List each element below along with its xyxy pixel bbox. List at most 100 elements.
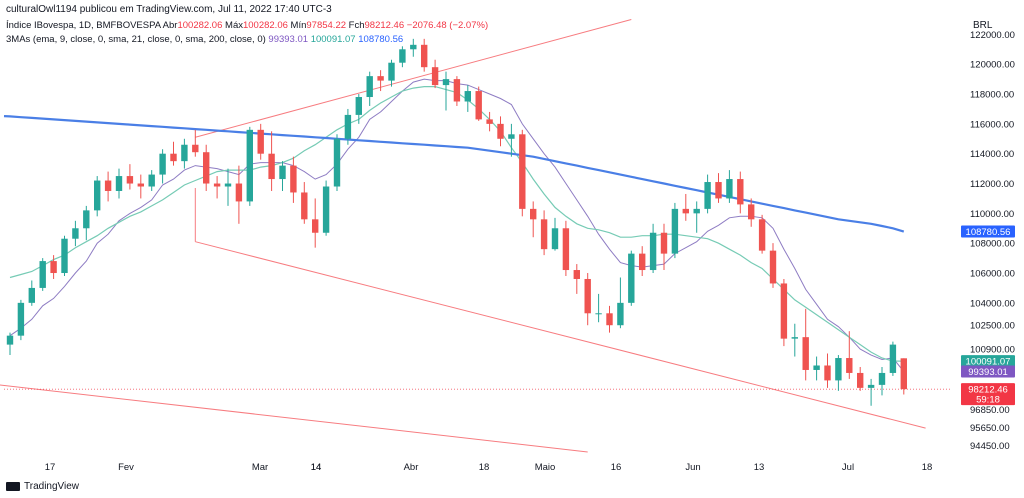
candle-body <box>28 287 35 303</box>
candle-body <box>170 153 177 162</box>
candle-body <box>17 302 25 336</box>
chart-legend: Índice IBovespa, 1D, BMFBOVESPA Abr10028… <box>6 20 488 45</box>
low-label: Mín <box>290 20 307 31</box>
candle-body <box>704 182 711 209</box>
candle-body <box>606 313 613 326</box>
x-tick-label: 18 <box>922 462 933 473</box>
candle-body <box>235 183 243 202</box>
candle-body <box>213 183 221 187</box>
candle-body <box>464 91 471 102</box>
x-tick-label: Jun <box>685 462 700 473</box>
candle-body <box>671 208 679 254</box>
candle-body <box>290 165 297 193</box>
candle-body <box>737 179 744 205</box>
x-tick-label: 17 <box>45 462 56 473</box>
candle-body <box>475 91 482 120</box>
candle-body <box>322 186 330 233</box>
candle-body <box>551 228 559 250</box>
price-label-box <box>961 355 1015 368</box>
candle-body <box>431 67 439 86</box>
candle-body <box>39 261 46 288</box>
candle-body <box>780 283 788 339</box>
candle-body <box>388 62 395 81</box>
moving-averages <box>3 78 905 372</box>
price-label-text: 99393.01 <box>968 367 1008 378</box>
price-label-box <box>961 225 1015 238</box>
candle-body <box>639 253 646 271</box>
price-label-countdown: 59:18 <box>976 395 1000 406</box>
candle-body <box>758 219 766 251</box>
price-label-text: 100091.07 <box>966 357 1011 368</box>
x-tick-label: 16 <box>611 462 622 473</box>
candle-body <box>246 129 253 202</box>
ma1-value: 99393.01 <box>268 34 309 45</box>
candle-body <box>148 174 155 187</box>
series-sma-21 <box>9 86 904 362</box>
tradingview-logo-icon <box>6 482 20 491</box>
y-tick-label: 118000.00 <box>970 90 1014 101</box>
candle-body <box>846 358 853 373</box>
candle-body <box>835 358 842 381</box>
y-tick-label: 96850.00 <box>970 405 1010 416</box>
candle-body <box>889 344 897 373</box>
y-tick-label: 106000.00 <box>970 269 1015 280</box>
candle-body <box>508 134 515 139</box>
candle-body <box>50 261 57 274</box>
candle-body <box>137 183 144 187</box>
candle-body <box>94 180 101 211</box>
candle-body <box>224 183 232 187</box>
candle-body <box>628 253 635 303</box>
close-label: Fch <box>348 20 365 31</box>
candle-body <box>540 219 548 250</box>
candle-body <box>181 144 188 162</box>
x-tick-label: 13 <box>754 462 765 473</box>
candle-body <box>126 176 134 184</box>
x-tick-label: 18 <box>479 462 490 473</box>
indicator-label[interactable]: 3MAs (ema, 9, close, 0, sma, 21, close, … <box>6 34 266 45</box>
candle-body <box>6 335 14 345</box>
y-tick-label: 104000.00 <box>970 298 1015 309</box>
candle-body <box>682 208 689 214</box>
price-label-text: 108780.56 <box>966 227 1011 238</box>
candle-body <box>748 204 755 220</box>
candle-body <box>192 144 199 153</box>
candle-body <box>421 44 428 68</box>
candle-body <box>595 313 602 315</box>
ma2-value: 100091.07 <box>310 34 356 45</box>
y-tick-label: 110000.00 <box>970 209 1014 220</box>
x-tick-label: Mar <box>252 462 268 473</box>
x-tick-label: 14 <box>311 462 322 473</box>
candle-body <box>279 165 286 180</box>
candle-body <box>693 208 700 214</box>
candle-body <box>333 138 341 187</box>
ma3-value: 108780.56 <box>358 34 404 45</box>
y-tick-label: 102500.00 <box>970 321 1015 332</box>
candle-body <box>562 228 570 271</box>
currency-label: BRL <box>973 20 993 31</box>
candle-body <box>453 79 461 102</box>
candle-body <box>497 123 504 139</box>
low-value: 97854.22 <box>306 20 347 31</box>
open-value: 100282.06 <box>177 20 223 31</box>
price-axis: 122000.00 120000.00 118000.00 116000.00 1140… <box>970 30 1015 452</box>
candle-body <box>530 208 537 220</box>
high-label: Máx <box>225 20 243 31</box>
candle-body <box>584 278 591 314</box>
candle-body <box>355 97 362 115</box>
x-tick-label: Fev <box>118 462 134 473</box>
y-tick-label: 94450.00 <box>970 441 1010 452</box>
trendline-1 <box>195 241 926 429</box>
x-tick-label: Maio <box>535 462 556 473</box>
x-tick-label: Jul <box>842 462 854 473</box>
candle-body <box>399 49 406 63</box>
price-label-box <box>961 365 1015 378</box>
candle-body <box>878 372 886 385</box>
candle-body <box>159 153 166 175</box>
series-sma-200 <box>3 115 905 233</box>
candle-body <box>268 153 275 180</box>
candle-body <box>857 372 864 388</box>
candle-body <box>813 365 820 370</box>
symbol-label[interactable]: Índice IBovespa, 1D, BMFBOVESPA <box>6 20 161 31</box>
